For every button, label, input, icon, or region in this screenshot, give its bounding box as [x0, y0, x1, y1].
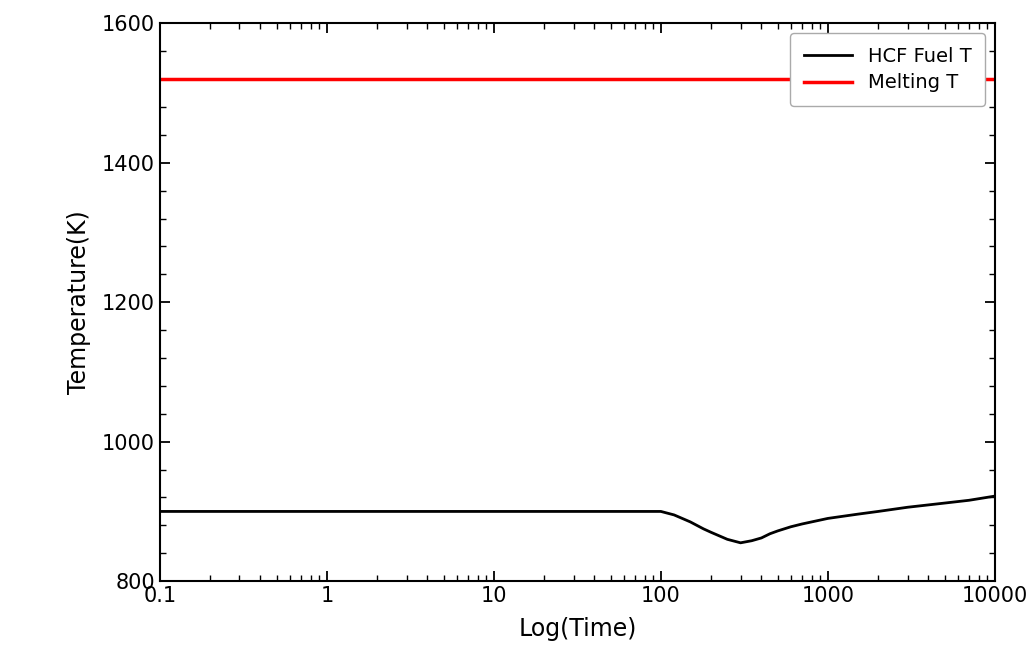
HCF Fuel T: [805, 518, 818, 526]
HCF Fuel T: [938, 499, 951, 507]
HCF Fuel T: [963, 496, 975, 504]
HCF Fuel T: [270, 508, 282, 516]
HCF Fuel T: [734, 539, 746, 547]
HCF Fuel T: [745, 536, 758, 544]
Legend: HCF Fuel T, Melting T: HCF Fuel T, Melting T: [790, 33, 986, 106]
HCF Fuel T: [437, 508, 450, 516]
Y-axis label: Temperature(K): Temperature(K): [67, 210, 91, 394]
HCF Fuel T: [638, 508, 651, 516]
HCF Fuel T: [989, 492, 1001, 500]
HCF Fuel T: [321, 508, 333, 516]
Line: HCF Fuel T: HCF Fuel T: [160, 496, 995, 543]
Melting T: [321, 75, 333, 83]
HCF Fuel T: [371, 508, 384, 516]
HCF Fuel T: [154, 508, 166, 516]
HCF Fuel T: [721, 535, 733, 543]
HCF Fuel T: [764, 530, 776, 538]
HCF Fuel T: [901, 503, 913, 511]
HCF Fuel T: [796, 520, 808, 528]
HCF Fuel T: [756, 534, 768, 542]
HCF Fuel T: [872, 508, 885, 516]
HCF Fuel T: [785, 523, 797, 531]
HCF Fuel T: [771, 527, 784, 535]
HCF Fuel T: [697, 525, 709, 533]
HCF Fuel T: [705, 528, 718, 536]
HCF Fuel T: [685, 518, 697, 526]
X-axis label: Log(Time): Log(Time): [519, 617, 636, 641]
HCF Fuel T: [668, 511, 680, 519]
HCF Fuel T: [852, 510, 864, 518]
HCF Fuel T: [604, 508, 617, 516]
HCF Fuel T: [204, 508, 217, 516]
HCF Fuel T: [538, 508, 551, 516]
HCF Fuel T: [655, 508, 667, 516]
HCF Fuel T: [488, 508, 500, 516]
HCF Fuel T: [822, 514, 834, 522]
